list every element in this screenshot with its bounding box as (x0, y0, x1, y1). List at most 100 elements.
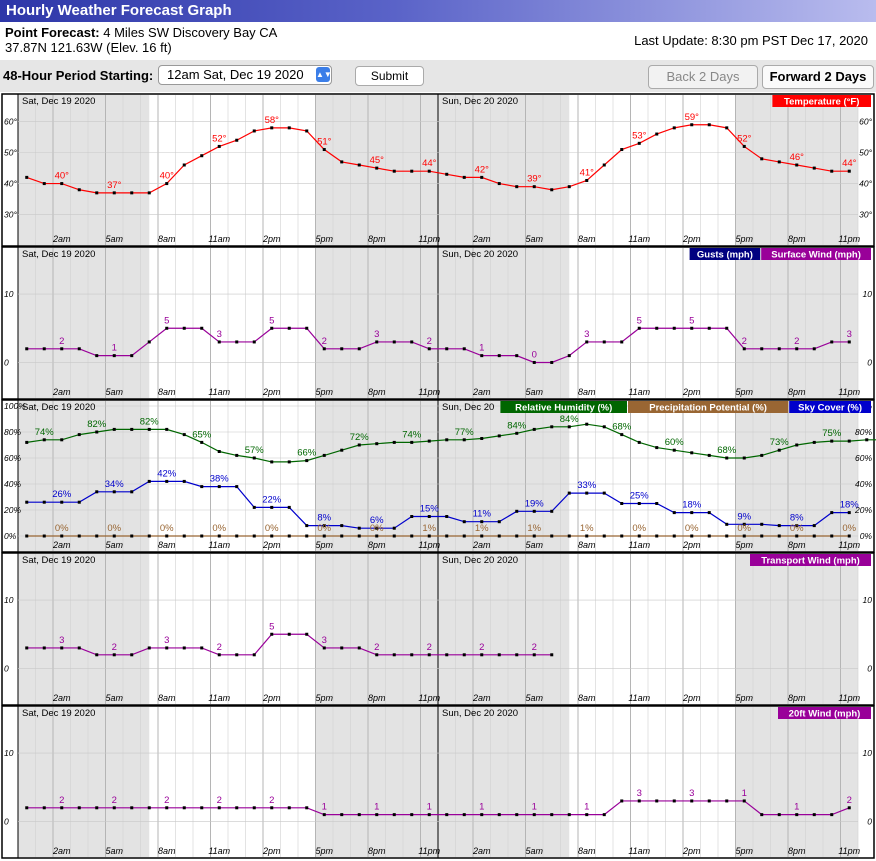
data-point (462, 813, 466, 817)
x-tick-label: 2am (472, 234, 491, 244)
data-point (497, 653, 501, 657)
data-point (532, 813, 536, 817)
data-point (165, 534, 169, 538)
x-tick-label: 11pm (418, 846, 440, 856)
data-point (77, 534, 81, 538)
data-point (847, 169, 851, 173)
legend-swatch (628, 401, 789, 413)
forward-2-days-button[interactable]: Forward 2 Days (762, 65, 874, 89)
day-label: Sun, Dec 20 2020 (442, 555, 518, 566)
data-label: 6% (370, 515, 384, 526)
data-point (95, 354, 99, 358)
data-point (95, 490, 99, 494)
data-point (865, 438, 869, 442)
y-tick-label-left: 10 (4, 595, 14, 605)
data-point (672, 448, 676, 452)
night-shade (18, 95, 150, 245)
x-tick-label: 8pm (368, 693, 386, 703)
data-label: 2 (164, 795, 169, 806)
x-tick-label: 5pm (735, 846, 753, 856)
data-point (375, 534, 379, 538)
y-tick-label-left: 0% (4, 531, 17, 541)
data-point (550, 425, 554, 429)
data-point (707, 511, 711, 515)
x-tick-label: 11pm (418, 693, 440, 703)
y-tick-label-right: 0% (860, 531, 873, 541)
night-shade (18, 401, 150, 551)
data-point (515, 509, 519, 513)
data-point (550, 813, 554, 817)
data-point (182, 433, 186, 437)
data-label: 3 (847, 329, 852, 340)
data-point (217, 806, 221, 810)
y-tick-label-left: 10 (4, 748, 14, 758)
data-label: 9% (737, 511, 751, 522)
data-label: 3 (59, 635, 64, 646)
page-title: Hourly Weather Forecast Graph (6, 2, 232, 19)
period-select[interactable]: 12am Sat, Dec 19 2020 ▲▼ (158, 65, 332, 85)
data-point (497, 534, 501, 538)
x-tick-label: 5am (105, 846, 123, 856)
data-point (60, 347, 64, 351)
coordinates: 37.87N 121.63W (Elev. 16 ft) (5, 40, 172, 55)
data-point (95, 191, 99, 195)
data-label: 2 (742, 336, 747, 347)
data-point (427, 534, 431, 538)
data-label: 68% (612, 422, 632, 433)
chart-panel-5: 10 10 0 0 Sat, Dec 19 2020 Sun, Dec 20 2020 2a… (1, 705, 875, 859)
data-point (77, 806, 81, 810)
data-point (795, 524, 799, 528)
data-point (60, 182, 64, 186)
x-tick-label: 2am (52, 387, 71, 397)
data-label: 38% (210, 474, 230, 485)
y-tick-label-right: 30° (859, 210, 872, 220)
data-point (287, 505, 291, 509)
data-point (270, 806, 274, 810)
data-point (672, 126, 676, 130)
data-point (182, 806, 186, 810)
data-point (532, 509, 536, 513)
data-point (550, 653, 554, 657)
data-label: 1% (527, 523, 541, 534)
night-shade (735, 707, 858, 857)
data-point (252, 534, 256, 538)
data-point (812, 534, 816, 538)
data-point (60, 806, 64, 810)
data-point (252, 653, 256, 657)
data-point (812, 813, 816, 817)
data-label: 2 (59, 336, 64, 347)
data-label: 0% (212, 523, 226, 534)
data-label: 19% (525, 498, 545, 509)
data-point (42, 806, 46, 810)
submit-button[interactable]: Submit (355, 66, 424, 86)
data-point (655, 799, 659, 803)
data-point (375, 166, 379, 170)
x-tick-label: 2am (472, 693, 491, 703)
data-label: 2 (374, 642, 379, 653)
data-point (200, 534, 204, 538)
data-point (515, 653, 519, 657)
data-point (672, 326, 676, 330)
data-point (60, 438, 64, 442)
data-point (637, 799, 641, 803)
x-tick-label: 8am (578, 540, 596, 550)
y-tick-label-left: 40% (4, 479, 21, 489)
data-point (742, 144, 746, 148)
data-point (602, 813, 606, 817)
chart-panel-1: 60° 60° 50° 50° 40° 40° 30° 30° Sat, Dec 19 2020… (1, 93, 875, 247)
x-tick-label: 5am (525, 387, 543, 397)
back-2-days-button[interactable]: Back 2 Days (648, 65, 758, 89)
data-point (42, 534, 46, 538)
data-point (847, 340, 851, 344)
data-label: 2 (322, 336, 327, 347)
data-point (95, 534, 99, 538)
data-point (200, 806, 204, 810)
data-label: 52° (212, 133, 227, 144)
x-tick-label: 11am (208, 846, 230, 856)
legend-label: 20ft Wind (mph) (789, 709, 861, 720)
data-point (25, 175, 29, 179)
data-point (182, 326, 186, 330)
data-label: 3 (322, 635, 327, 646)
data-point (707, 534, 711, 538)
data-point (847, 534, 851, 538)
